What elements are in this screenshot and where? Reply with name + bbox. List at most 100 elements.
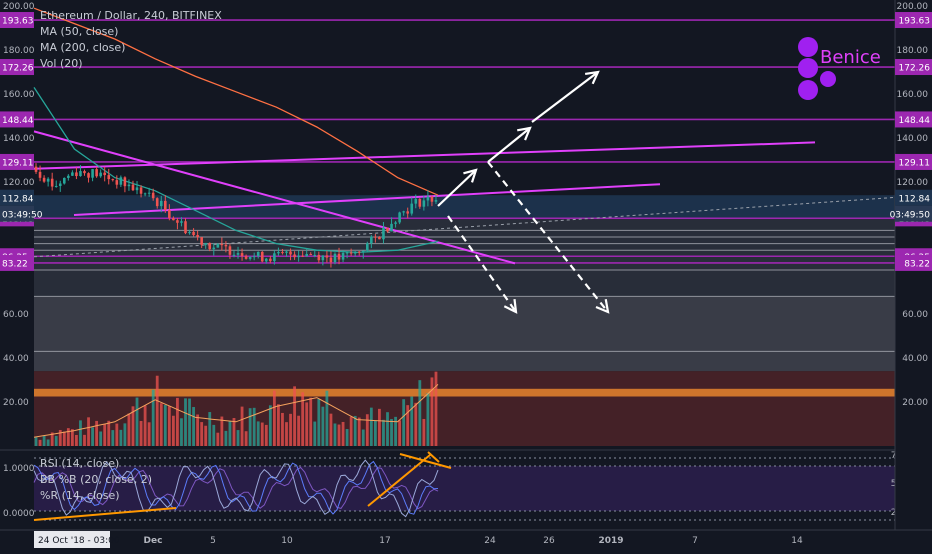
- rsi-legend[interactable]: RSI (14, close): [40, 457, 120, 470]
- candle-body: [285, 251, 288, 253]
- candle-body: [273, 253, 276, 262]
- ma200-line[interactable]: [33, 7, 439, 196]
- countdown-tag-right-box[interactable]: [895, 205, 932, 222]
- time-tick: 7: [692, 536, 698, 546]
- candle-body: [204, 242, 207, 245]
- volume-bar: [386, 412, 389, 446]
- candle-body: [240, 253, 244, 257]
- candle-body: [54, 186, 58, 188]
- price-tick-left: 140.00: [3, 134, 35, 144]
- level-tag-right-box[interactable]: [895, 153, 932, 170]
- williams-r-legend[interactable]: %R (14, close): [40, 489, 120, 502]
- current-price-tag-left-box[interactable]: [0, 189, 34, 206]
- arrow-down-2[interactable]: [487, 161, 609, 313]
- candle-body: [176, 220, 179, 223]
- level-layer: [0, 19, 932, 264]
- level-tag-left-box[interactable]: [0, 59, 34, 76]
- volume-bar: [103, 424, 107, 446]
- volume-bar: [147, 422, 151, 446]
- level-tag-left-box[interactable]: [0, 111, 34, 128]
- volume-bar: [87, 417, 90, 446]
- volume-bar: [248, 408, 252, 446]
- volume-bar: [406, 405, 410, 446]
- time-cursor-label: 24 Oct '18 - 03:00: [38, 536, 120, 546]
- volume-bar: [34, 436, 38, 446]
- trendline[interactable]: [33, 130, 516, 265]
- ma50-legend[interactable]: MA (50, close): [40, 25, 119, 38]
- current-price-tag-right-box[interactable]: [895, 189, 932, 206]
- candle-body: [164, 200, 167, 211]
- arrow-up-2-head: [517, 126, 532, 141]
- arrow-down-1[interactable]: [447, 215, 517, 313]
- volume-bar: [91, 427, 94, 446]
- level-tag-right-text: 83.22: [904, 259, 930, 269]
- price-tick-right: 160.00: [897, 90, 929, 100]
- volume-bar: [111, 430, 115, 446]
- candle-body: [50, 178, 54, 187]
- countdown-tag-left-text: 03:49:50: [2, 210, 43, 220]
- time-tick: Dec: [144, 536, 163, 546]
- ma50-line[interactable]: [33, 87, 439, 254]
- volume-bar: [115, 423, 119, 446]
- volume-bar: [192, 407, 195, 446]
- volume-bar: [252, 407, 256, 446]
- candle-body: [414, 198, 418, 204]
- volume-bar: [42, 435, 46, 446]
- trendline[interactable]: [73, 183, 661, 216]
- level-tag-right-box[interactable]: [895, 12, 932, 29]
- osc-trendline-2[interactable]: [367, 454, 431, 507]
- time-tick: 24: [484, 536, 496, 546]
- candle-layer: [34, 163, 438, 268]
- time-tick: 5: [210, 536, 216, 546]
- level-tag-right-box[interactable]: [895, 254, 932, 271]
- level-tag-right-text: 129.11: [899, 158, 931, 168]
- volume-bar: [38, 439, 42, 446]
- volume-bar: [143, 405, 147, 446]
- level-tag-right-box[interactable]: [895, 111, 932, 128]
- volume-bar: [414, 402, 418, 446]
- candle-body: [329, 257, 333, 263]
- candle-body: [248, 256, 252, 259]
- volume-bar: [224, 430, 228, 446]
- arrow-down-2-head: [595, 299, 610, 314]
- time-cursor-box[interactable]: [34, 531, 110, 548]
- bb-legend[interactable]: BB %B (20, close, 2): [40, 473, 152, 486]
- candle-body: [67, 175, 70, 178]
- volume-bar: [317, 398, 321, 446]
- time-tick: 26: [543, 536, 555, 546]
- level-tag-left-box[interactable]: [0, 12, 34, 29]
- chart-title[interactable]: Ethereum / Dollar, 240, BITFINEX: [40, 9, 222, 22]
- osc-trendline-1[interactable]: [33, 507, 177, 521]
- candle-body: [353, 251, 357, 254]
- level-tag-right-box[interactable]: [895, 59, 932, 76]
- candle-body: [281, 252, 284, 254]
- volume-bar: [313, 421, 317, 446]
- volume-bar: [66, 428, 70, 446]
- osc-trendline-3[interactable]: [399, 453, 452, 469]
- trendline[interactable]: [33, 141, 816, 170]
- level-tag-left-box[interactable]: [0, 254, 34, 271]
- oscillator-band: [34, 466, 895, 511]
- volume-bar: [99, 431, 103, 446]
- level-tag-left-box[interactable]: [0, 153, 34, 170]
- volume-bar: [119, 429, 123, 446]
- volume-bar: [329, 413, 333, 446]
- candle-body: [301, 255, 304, 257]
- osc-trendline-4[interactable]: [427, 451, 440, 463]
- volume-bar: [155, 375, 159, 446]
- volume-bar: [50, 432, 54, 446]
- volume-bar: [208, 412, 212, 446]
- arrow-up-1[interactable]: [437, 169, 477, 207]
- zone-layer: [34, 195, 895, 446]
- countdown-tag-left-box[interactable]: [0, 205, 34, 222]
- candle-body: [297, 255, 300, 258]
- arrow-up-3[interactable]: [531, 71, 599, 123]
- arrow-up-2[interactable]: [487, 127, 531, 163]
- ma200-legend[interactable]: MA (200, close): [40, 41, 126, 54]
- candle-body: [212, 247, 216, 250]
- volume-legend[interactable]: Vol (20): [40, 57, 83, 70]
- volume-bar: [418, 380, 422, 446]
